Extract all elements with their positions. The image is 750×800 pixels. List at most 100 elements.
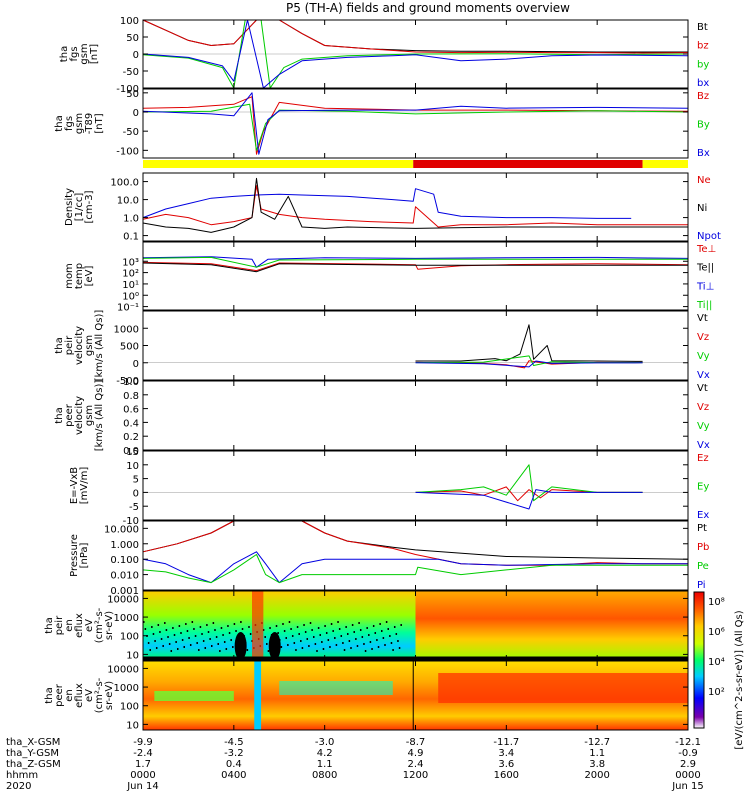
spectrogram-pixel: [280, 646, 283, 648]
spectrogram-pixel: [277, 632, 279, 634]
y-tick-label: 10⁰: [122, 291, 139, 302]
spectrogram-pixel: [149, 649, 151, 651]
x-row-value: 2.4: [408, 759, 424, 770]
spectrogram-pixel: [384, 644, 386, 646]
y-axis-label: tha: [54, 337, 65, 353]
spectrogram-region: [415, 591, 688, 660]
spectrogram-pixel: [214, 629, 216, 631]
x-axis-table: tha_X-GSM -9.9 -4.5 -3.0 -8.7 -11.7 -12.7 -12.1…: [6, 737, 704, 792]
spectrogram-pixel: [230, 639, 232, 641]
x-row-value: 0800: [312, 770, 337, 781]
spectrogram-pixel: [379, 623, 381, 625]
spectrogram-pixel: [398, 647, 401, 649]
series-line-black: [142, 520, 689, 560]
spectrogram-pixel: [300, 640, 302, 642]
x-row-value: 1.7: [135, 759, 151, 770]
spectrogram-pixel: [206, 624, 208, 626]
series-line-red: [142, 520, 688, 566]
panel-frame: [142, 88, 689, 159]
series-line-black: [142, 262, 688, 273]
spectrogram-pixel: [168, 643, 171, 645]
y-axis-label: eV: [84, 689, 95, 702]
spectrogram-pixel: [382, 637, 385, 639]
spectrogram-pixel: [324, 625, 326, 627]
spectrogram-region: [154, 691, 234, 701]
y-axis-label: tha: [54, 407, 65, 423]
spectrogram-pixel: [160, 638, 163, 640]
spectrogram-pixel: [241, 628, 244, 630]
y-axis-label: eV: [84, 619, 95, 632]
spectrogram-pixel: [355, 638, 357, 640]
y-axis-label: eflux: [74, 683, 85, 708]
y-tick-label: 1000: [114, 613, 139, 624]
y-axis-label: peer: [54, 683, 65, 707]
colorbar-label: [eV/(cm^2-s-sr-eV)] (All Qs): [734, 610, 745, 749]
legend-entry: Vx: [697, 370, 710, 381]
series-line-blue: [142, 19, 689, 89]
spectrogram-pixel: [369, 641, 372, 643]
spectrogram-pixel: [350, 647, 352, 649]
y-tick-label: 0.4: [123, 418, 139, 429]
spectrogram-pixel: [222, 634, 224, 636]
x-row-value: Jun 15: [671, 781, 704, 792]
spectrogram-pixel: [152, 633, 155, 635]
legend-entry: Pi: [697, 580, 706, 591]
spectrogram-pixel: [314, 643, 317, 645]
y-axis-label: -T89: [84, 113, 95, 135]
spectrogram-pixel: [295, 649, 297, 651]
x-row-label: tha_Y-GSM: [6, 748, 59, 759]
y-tick-label: -5: [129, 502, 139, 513]
series-line-blue: [142, 551, 688, 584]
x-row-value: -11.7: [493, 737, 519, 748]
spectrogram-pixel: [358, 622, 360, 624]
spectrogram-pixel: [199, 626, 202, 628]
y-axis-label: sr-eV): [104, 681, 115, 710]
legend-entry: Vz: [697, 332, 709, 343]
y-axis-label: tha: [54, 115, 65, 131]
series-line-blue: [142, 256, 689, 268]
spectrogram-pixel: [330, 623, 333, 625]
y-tick-label: 10³: [122, 257, 139, 268]
y-tick-label: 0.010: [110, 571, 139, 582]
spectrogram-pixel: [267, 650, 270, 652]
panel-fgs: 100 50 0 -50 -100 tha fgs gsm [nT] Bt bz by bx: [59, 16, 709, 95]
y-tick-label: 50: [126, 89, 139, 100]
series-line-black: [142, 177, 688, 233]
spectrogram-pixel: [177, 648, 179, 650]
spectrogram-pixel: [172, 627, 174, 629]
panel-pressure: 10.000 1.000 0.100 0.010 0.001 Pressure [nPa] P…: [69, 520, 709, 597]
x-row-value: 1600: [494, 770, 519, 781]
y-tick-label: 100: [120, 702, 139, 713]
y-axis-label: Density: [64, 188, 75, 226]
y-axis-label: temp: [74, 263, 85, 289]
y-tick-label: 10: [126, 461, 139, 472]
spectrogram-pixel: [246, 649, 249, 651]
spectrogram-pixel: [332, 630, 334, 632]
y-tick-label: 0: [133, 50, 139, 61]
spectrogram-pixel: [351, 624, 354, 626]
legend-entry: Ni: [697, 203, 707, 214]
y-tick-label: 0: [133, 108, 139, 119]
spectrogram-pixel: [178, 625, 181, 627]
legend-entry: Te⊥: [696, 244, 716, 255]
panel-peir_vel: 1000 500 0 -500 tha peir velocity gsm [km/s (All…: [54, 310, 710, 387]
spectrogram-pixel: [325, 632, 328, 634]
x-row-value: 0000: [130, 770, 155, 781]
y-tick-label: 0: [133, 359, 139, 370]
spectrogram-pixel: [353, 631, 355, 633]
spectrogram-pixel: [189, 644, 192, 646]
spectrogram-pixel: [293, 642, 296, 644]
spectrogram-pixel: [220, 627, 223, 629]
colorbar-tick-label: 10²: [708, 687, 725, 698]
spectrogram-pixel: [343, 649, 346, 651]
x-row-value: -9.9: [133, 737, 153, 748]
spectrogram-pixel: [233, 623, 236, 625]
y-axis-label: [nPa]: [79, 542, 90, 568]
y-tick-label: 100: [120, 632, 139, 643]
legend-entry: bz: [697, 41, 709, 52]
spectrogram-region: [279, 681, 393, 695]
spectrogram-pixel: [219, 650, 221, 652]
spectrogram-pixel: [342, 642, 344, 644]
y-tick-label: 500: [120, 342, 139, 353]
legend-entry: Ti||: [696, 300, 712, 311]
